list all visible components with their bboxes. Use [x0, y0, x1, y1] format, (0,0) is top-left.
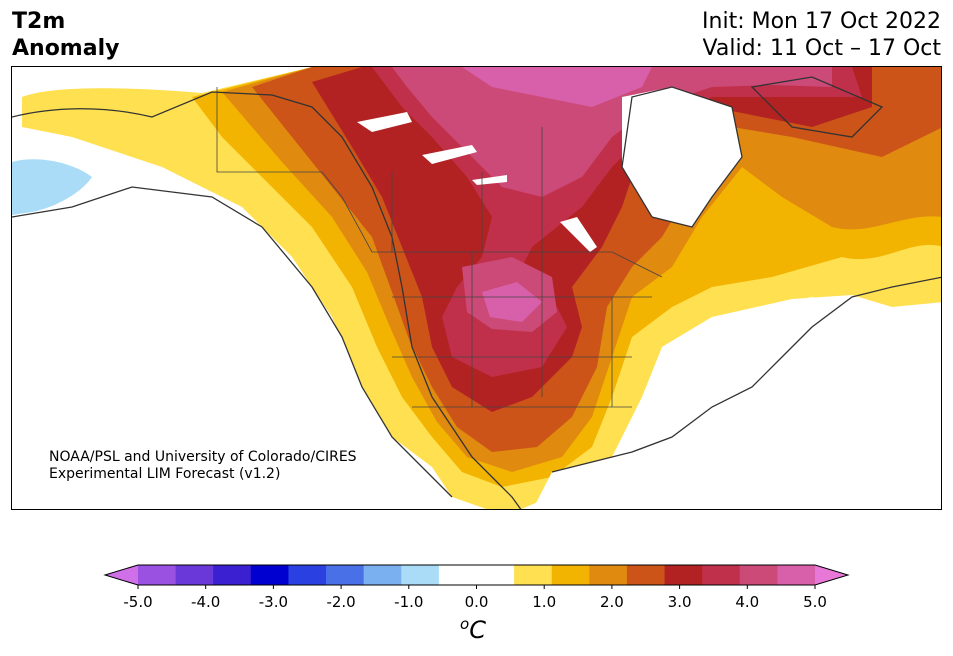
colorbar-cell — [551, 565, 590, 585]
credit-line-2: Experimental LIM Forecast (v1.2) — [49, 466, 281, 482]
colorbar-tick-label: -2.0 — [326, 593, 355, 611]
colorbar-arrow-high — [815, 565, 848, 585]
colorbar-ticks: -5.0 -4.0 -3.0 -2.0 -1.0 0.0 1.0 2.0 3.0 4.0 5.0 — [123, 585, 827, 611]
colorbar-cell — [138, 565, 177, 585]
unit-degree: o — [460, 615, 470, 633]
colorbar-cell — [438, 565, 477, 585]
colorbar-tick-label: 1.0 — [532, 593, 556, 611]
atlantic-ocean — [812, 337, 941, 509]
colorbar-cell — [514, 565, 553, 585]
colorbar-tick-label: 2.0 — [600, 593, 624, 611]
colorbar-cell — [739, 565, 778, 585]
valid-range: Valid: 11 Oct – 17 Oct — [702, 36, 941, 61]
colorbar-tick-label: 4.0 — [735, 593, 759, 611]
colorbar-tick-label: -1.0 — [394, 593, 423, 611]
anomaly-map[interactable] — [11, 66, 942, 510]
unit-letter: C — [469, 616, 486, 644]
credit-line-1: NOAA/PSL and University of Colorado/CIRE… — [49, 449, 357, 465]
colorbar-unit: oC — [460, 615, 486, 644]
band-magenta-sw — [482, 282, 542, 322]
lake-slave — [422, 145, 477, 164]
variable-title: T2m Anomaly — [12, 9, 120, 61]
lake-athabasca — [472, 175, 507, 185]
forecast-dates: Init: Mon 17 Oct 2022 Valid: 11 Oct – 17… — [702, 8, 941, 62]
colorbar-tick-label: 3.0 — [668, 593, 692, 611]
zero-hudson — [622, 87, 742, 227]
colorbar-cell — [664, 565, 703, 585]
colorbar-cell — [363, 565, 402, 585]
colorbar-cell — [288, 565, 327, 585]
pacific-ocean — [12, 187, 487, 509]
colorbar-cell — [250, 565, 289, 585]
colorbar-cell — [175, 565, 214, 585]
lake-superior — [357, 112, 412, 132]
init-date: Init: Mon 17 Oct 2022 — [702, 9, 941, 34]
colorbar-cell — [476, 565, 515, 585]
colorbar-cell — [213, 565, 252, 585]
colorbar-tick-label: -5.0 — [123, 593, 152, 611]
band-light-blue-alaska — [12, 159, 92, 215]
colorbar-cell — [702, 565, 741, 585]
data-credit: NOAA/PSL and University of Colorado/CIRE… — [49, 449, 357, 483]
colorbar-tick-label: 0.0 — [465, 593, 489, 611]
map-canvas — [12, 67, 941, 509]
lake-winnipeg — [560, 217, 597, 252]
colorbar-tick-label: -3.0 — [259, 593, 288, 611]
colorbar-tick-label: 5.0 — [803, 593, 827, 611]
colorbar-cell — [401, 565, 440, 585]
colorbar-tick-label: -4.0 — [191, 593, 220, 611]
band-pink — [392, 67, 832, 197]
borders — [216, 87, 663, 408]
colorbar: -5.0 -4.0 -3.0 -2.0 -1.0 0.0 1.0 2.0 3.0 4.0 5.0 — [103, 564, 850, 611]
gulf — [533, 447, 712, 509]
band-magenta — [462, 67, 652, 107]
colorbar-cells — [103, 564, 850, 586]
colorbar-cell — [626, 565, 666, 585]
colorbar-cell — [589, 565, 628, 585]
colorbar-arrow-low — [105, 565, 138, 585]
colorbar-cell — [777, 565, 816, 585]
colorbar-cell — [326, 565, 365, 585]
